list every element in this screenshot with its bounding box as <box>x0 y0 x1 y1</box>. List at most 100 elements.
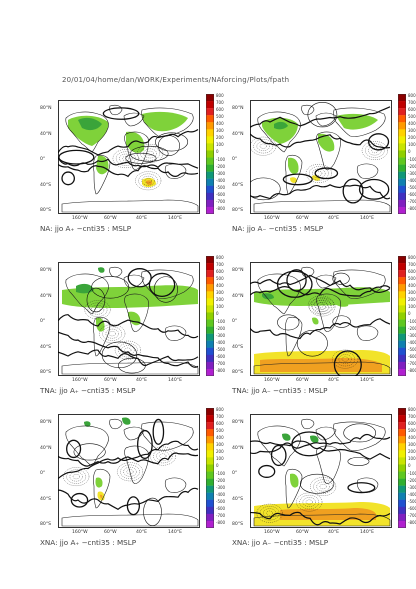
colorbar-swatch <box>206 506 214 515</box>
coastline-europe <box>315 112 337 127</box>
map-frame <box>58 262 200 376</box>
shaded-anomaly <box>98 267 105 273</box>
colorbar-swatch <box>398 319 406 327</box>
colorbar <box>398 408 406 528</box>
colorbar-tick-label: 300 <box>216 290 224 296</box>
map-frame <box>250 414 392 528</box>
colorbar-swatch <box>398 464 406 472</box>
colorbar-tick-label: 400 <box>408 283 416 289</box>
colorbar-tick-label: 700 <box>408 100 416 106</box>
map-panel: 80°N 40°N 0° 40°S 80°S 160°W 60°W 40°E 140°E XNA:… <box>38 406 228 556</box>
longitude-label: 40°E <box>328 216 340 221</box>
coastline-antarctica <box>253 513 391 527</box>
colorbar-tick-label: 600 <box>216 269 224 275</box>
colorbar-swatch <box>206 157 214 165</box>
colorbar-tick-label: -800 <box>216 519 226 525</box>
colorbar-swatch <box>206 520 214 528</box>
colorbar-swatch <box>206 270 214 278</box>
shaded-anomaly <box>274 121 288 130</box>
colorbar-tick-label: -700 <box>408 512 416 518</box>
latitude-label: 40°S <box>232 344 244 350</box>
latitude-label: 80°S <box>232 208 244 213</box>
coastline-asia <box>141 421 194 451</box>
coastline-asia <box>333 107 386 137</box>
latitude-label: 40°S <box>232 496 244 502</box>
colorbar-tick-label: 100 <box>216 456 224 462</box>
colorbar-swatch <box>398 333 406 341</box>
longitude-label: 60°W <box>296 530 309 535</box>
colorbar-swatch <box>398 150 406 158</box>
colorbar-tick-label: -100 <box>216 318 226 324</box>
colorbar-swatch <box>398 192 406 201</box>
longitude-label: 160°W <box>264 378 280 383</box>
latitude-label: 0° <box>232 157 238 162</box>
panel-caption: NA: jjo A₊ −cnti35 : MSLP <box>40 224 132 233</box>
map-frame <box>250 100 392 214</box>
colorbar-tick-label: 0 <box>408 149 411 155</box>
colorbar-tick-label: -500 <box>216 498 226 504</box>
mslp-contours <box>58 418 199 527</box>
colorbar-tick-label: -100 <box>408 156 416 162</box>
colorbar-swatch <box>398 185 406 194</box>
longitude-label: 140°E <box>168 216 182 221</box>
colorbar-tick-label: -800 <box>216 367 226 373</box>
latitude-label: 40°S <box>40 182 52 188</box>
colorbar-tick-label: 800 <box>216 255 224 260</box>
latitude-label: 80°S <box>40 370 52 375</box>
latitude-label: 80°N <box>232 420 244 425</box>
longitude-label: 60°W <box>104 530 117 535</box>
colorbar <box>398 94 406 214</box>
latitude-label: 80°S <box>40 208 52 213</box>
colorbar-tick-label: -600 <box>216 353 226 359</box>
shaded-anomaly <box>95 477 103 488</box>
map-panel: 80°N 40°N 0° 40°S 80°S 160°W 60°W 40°E 140°E TNA:… <box>38 254 228 404</box>
colorbar <box>206 256 214 376</box>
colorbar-tick-label: -600 <box>408 353 416 359</box>
colorbar-swatch <box>206 436 214 444</box>
colorbar-tick-label: 600 <box>408 269 416 275</box>
colorbar-swatch <box>206 108 214 116</box>
latitude-label: 80°S <box>232 522 244 527</box>
coastline-greenland <box>301 418 315 430</box>
colorbar-swatch <box>206 443 214 451</box>
colorbar-tick-label: 200 <box>216 449 224 455</box>
longitude-label: 40°E <box>136 530 148 535</box>
colorbar-swatch <box>206 319 214 327</box>
coastline-europe <box>123 274 145 289</box>
colorbar-swatch <box>398 277 406 285</box>
colorbar-swatch <box>398 178 406 186</box>
colorbar-tick-label: -200 <box>408 477 416 483</box>
colorbar-tick-label: 400 <box>408 121 416 127</box>
colorbar-tick-label: -200 <box>216 163 226 169</box>
colorbar-tick-label: 500 <box>216 276 224 282</box>
colorbar-tick-label: -700 <box>216 512 226 518</box>
colorbar-tick-label: 700 <box>408 262 416 268</box>
colorbar-swatch <box>398 157 406 165</box>
colorbar-swatch <box>398 270 406 278</box>
colorbar-swatch <box>398 305 406 313</box>
colorbar-tick-label: 600 <box>216 421 224 427</box>
colorbar-tick-label: -200 <box>216 477 226 483</box>
coastline-africa <box>316 131 341 170</box>
coastline-australia <box>164 477 187 493</box>
shaded-anomaly <box>126 131 145 153</box>
colorbar-tick-label: 500 <box>408 276 416 282</box>
longitude-label: 40°E <box>328 378 340 383</box>
panel-caption: TNA: jjo A₊ −cnti35 : MSLP <box>40 386 136 395</box>
colorbar-tick-label: -300 <box>408 484 416 490</box>
colorbar-tick-label: -800 <box>408 205 416 211</box>
colorbar-swatch <box>206 429 214 437</box>
colorbar-swatch <box>206 408 214 416</box>
coastline-northAmerica <box>65 111 109 153</box>
colorbar-swatch <box>398 347 406 356</box>
colorbar-swatch <box>206 291 214 299</box>
colorbar-swatch <box>398 143 406 151</box>
colorbar-tick-label: -600 <box>216 505 226 511</box>
colorbar-swatch <box>398 513 406 522</box>
colorbar-swatch <box>206 513 214 522</box>
colorbar-swatch <box>206 199 214 208</box>
colorbar-swatch <box>398 164 406 172</box>
mslp-contours <box>250 423 391 526</box>
longitude-label: 140°E <box>360 216 374 221</box>
